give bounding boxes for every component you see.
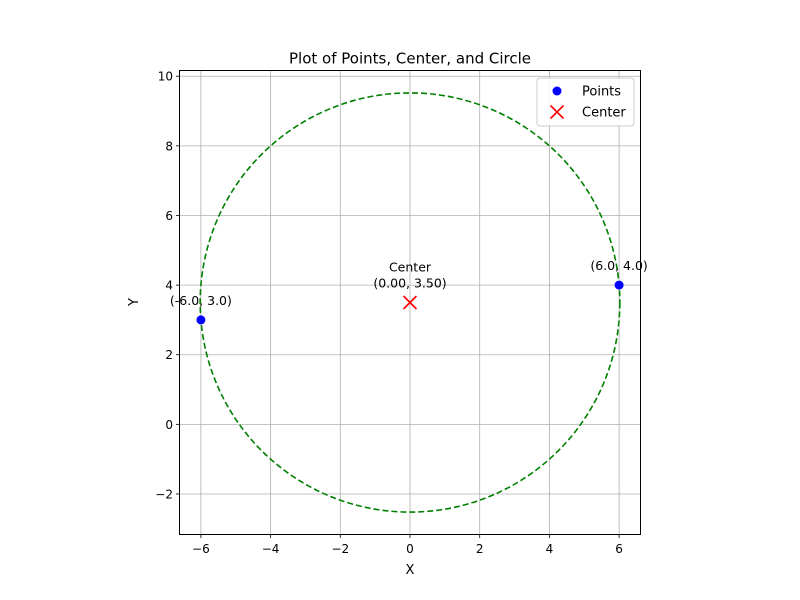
center-marker-stroke [402,295,418,310]
circle-outline [199,92,621,513]
center-label-title: Center [389,260,432,275]
y-tick-label: 0 [165,418,173,432]
y-axis-label: Y [127,298,142,307]
point-label: (-6.0, 3.0) [170,293,232,308]
x-tick-label: −2 [331,542,349,556]
x-axis: −6 −4 −2 0 2 4 6 [192,534,623,556]
x-tick-label: 0 [406,542,414,556]
legend-points-label: Points [582,85,621,100]
marks-layer [196,280,624,325]
chart-title: Plot of Points, Center, and Circle [289,50,531,68]
legend-points-marker [552,86,562,96]
y-axis: −2 0 2 4 6 8 10 [155,70,180,501]
y-tick-label: 6 [165,209,173,223]
legend-center-label: Center [582,106,626,121]
y-tick-label: 10 [158,70,173,84]
point-marker [614,280,624,290]
x-axis-label: X [406,563,415,578]
x-tick-label: 2 [476,542,484,556]
x-tick-label: −4 [262,542,280,556]
point-marker [196,315,206,325]
center-label-coords: (0.00, 3.50) [373,276,446,291]
circle-layer [199,92,621,513]
y-tick-label: 8 [165,139,173,153]
x-tick-label: 4 [546,542,554,556]
y-tick-label: −2 [155,487,173,501]
x-tick-label: 6 [615,542,623,556]
x-tick-label: −6 [192,542,210,556]
y-tick-label: 4 [165,279,173,293]
center-marker [402,295,418,310]
grid [180,71,640,534]
legend-center-marker [549,104,565,120]
point-label: (6.0, 4.0) [590,258,647,273]
legend: Points Center [536,77,635,127]
annotations: (-6.0, 3.0) (6.0, 4.0) Center(0.00, 3.50) [170,258,648,308]
y-tick-label: 2 [165,348,173,362]
